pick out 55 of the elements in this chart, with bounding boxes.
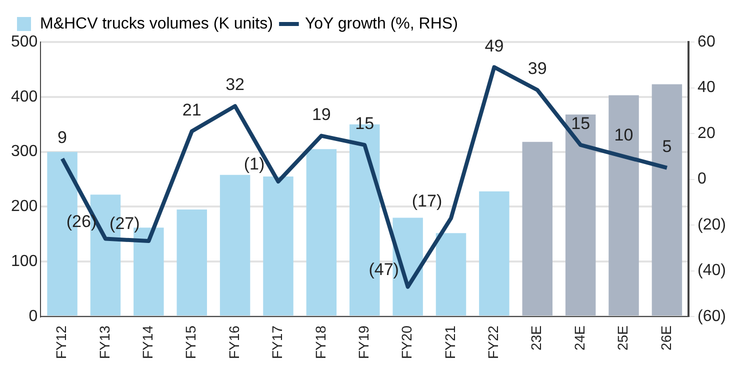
bar [522,142,552,316]
x-tick-label: FY14 [140,325,156,360]
data-label: 19 [312,104,331,124]
bar [565,114,596,316]
x-tick-label: 26E [658,326,674,350]
data-label: 9 [58,128,68,147]
data-label: 15 [355,114,374,134]
x-tick-label: 24E [571,326,588,350]
data-label: (47) [368,260,399,279]
y-tick-label: 500 [10,33,38,50]
data-label: 5 [662,137,672,156]
y-tick-label: 400 [10,88,38,106]
x-tick-label: FY19 [355,325,372,360]
y2-tick-label: 60 [698,33,716,50]
x-tick-label: FY22 [485,325,502,360]
x-tick-label: FY16 [226,325,242,360]
bar [176,209,207,316]
data-label: 10 [614,126,634,145]
bar [436,233,466,316]
x-tick-label: FY17 [269,325,286,360]
y2-tick-label: 20 [698,124,716,142]
data-label: (27) [110,214,140,234]
x-tick-label: 25E [614,326,631,350]
y2-tick-label: 0 [698,170,707,188]
x-tick-label: FY15 [182,325,199,360]
bar [479,191,510,316]
legend-label: M&HCV trucks volumes (K units) [40,15,273,32]
bar [608,95,639,316]
x-tick-label: FY20 [398,325,415,360]
bar [652,84,682,316]
data-label: (26) [66,212,97,231]
y2-tick-label: 40 [698,79,716,96]
x-tick-label: FY18 [312,325,328,360]
y-tick-label: 100 [10,253,38,270]
data-label: (1) [244,154,265,174]
bar [306,149,337,316]
y2-tick-label: (40) [698,262,726,280]
data-label: 39 [528,59,547,78]
y2-tick-label: (20) [698,216,726,234]
y-tick-label: 0 [28,308,38,325]
x-tick-label: FY21 [442,325,458,360]
y2-tick-label: (60) [698,308,726,325]
data-label: 49 [484,36,504,56]
data-label: 15 [571,114,590,134]
y-tick-label: 300 [10,143,38,160]
data-label: (17) [412,191,442,210]
data-label: 32 [226,75,245,94]
x-tick-label: FY12 [53,325,70,360]
bar [263,176,294,316]
data-label: 21 [182,100,202,120]
y-tick-label: 200 [10,198,38,216]
x-tick-label: 23E [528,326,544,350]
bar [220,174,250,316]
legend-label: YoY growth (%, RHS) [304,15,458,32]
x-tick-label: FY13 [96,325,112,360]
